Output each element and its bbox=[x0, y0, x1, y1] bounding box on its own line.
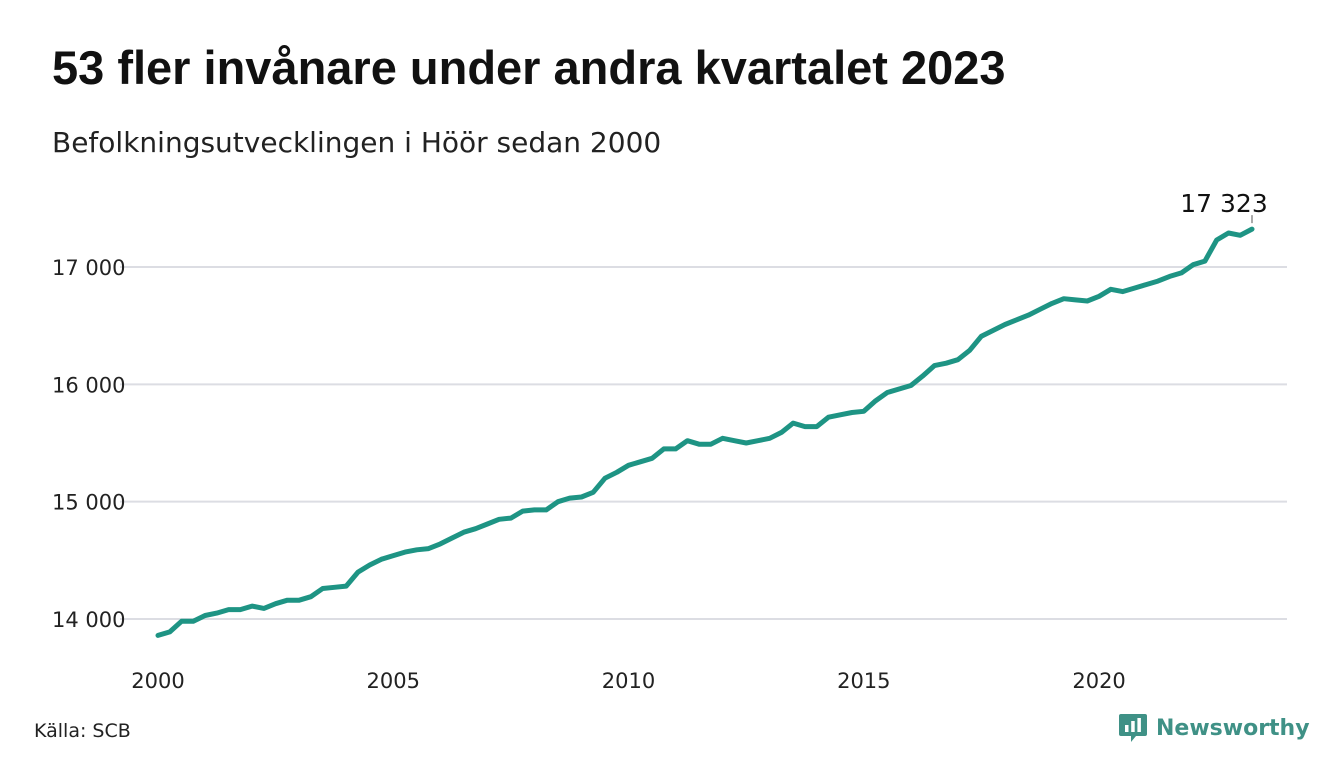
y-tick-label: 17 000 bbox=[52, 256, 125, 280]
x-tick-label: 2005 bbox=[367, 669, 420, 693]
brand-name: Newsworthy bbox=[1156, 715, 1310, 741]
bar-chart-speech-bubble-icon bbox=[1119, 714, 1147, 742]
population-series-line bbox=[155, 226, 1255, 638]
source-note: Källa: SCB bbox=[34, 720, 131, 742]
last-value-annotation: 17 323 bbox=[1180, 189, 1267, 218]
chart-title: 53 fler invånare under andra kvartalet 2… bbox=[52, 41, 1006, 94]
chart-subtitle: Befolkningsutvecklingen i Höör sedan 200… bbox=[52, 126, 662, 159]
y-tick-label: 15 000 bbox=[52, 491, 125, 515]
brand-logo[interactable]: Newsworthy bbox=[1118, 712, 1310, 744]
x-tick-label: 2010 bbox=[602, 669, 655, 693]
x-tick-label: 2000 bbox=[131, 669, 184, 693]
x-tick-label: 2015 bbox=[837, 669, 890, 693]
y-tick-label: 16 000 bbox=[52, 373, 125, 397]
y-tick-label: 14 000 bbox=[52, 608, 125, 632]
x-tick-label: 2020 bbox=[1072, 669, 1125, 693]
